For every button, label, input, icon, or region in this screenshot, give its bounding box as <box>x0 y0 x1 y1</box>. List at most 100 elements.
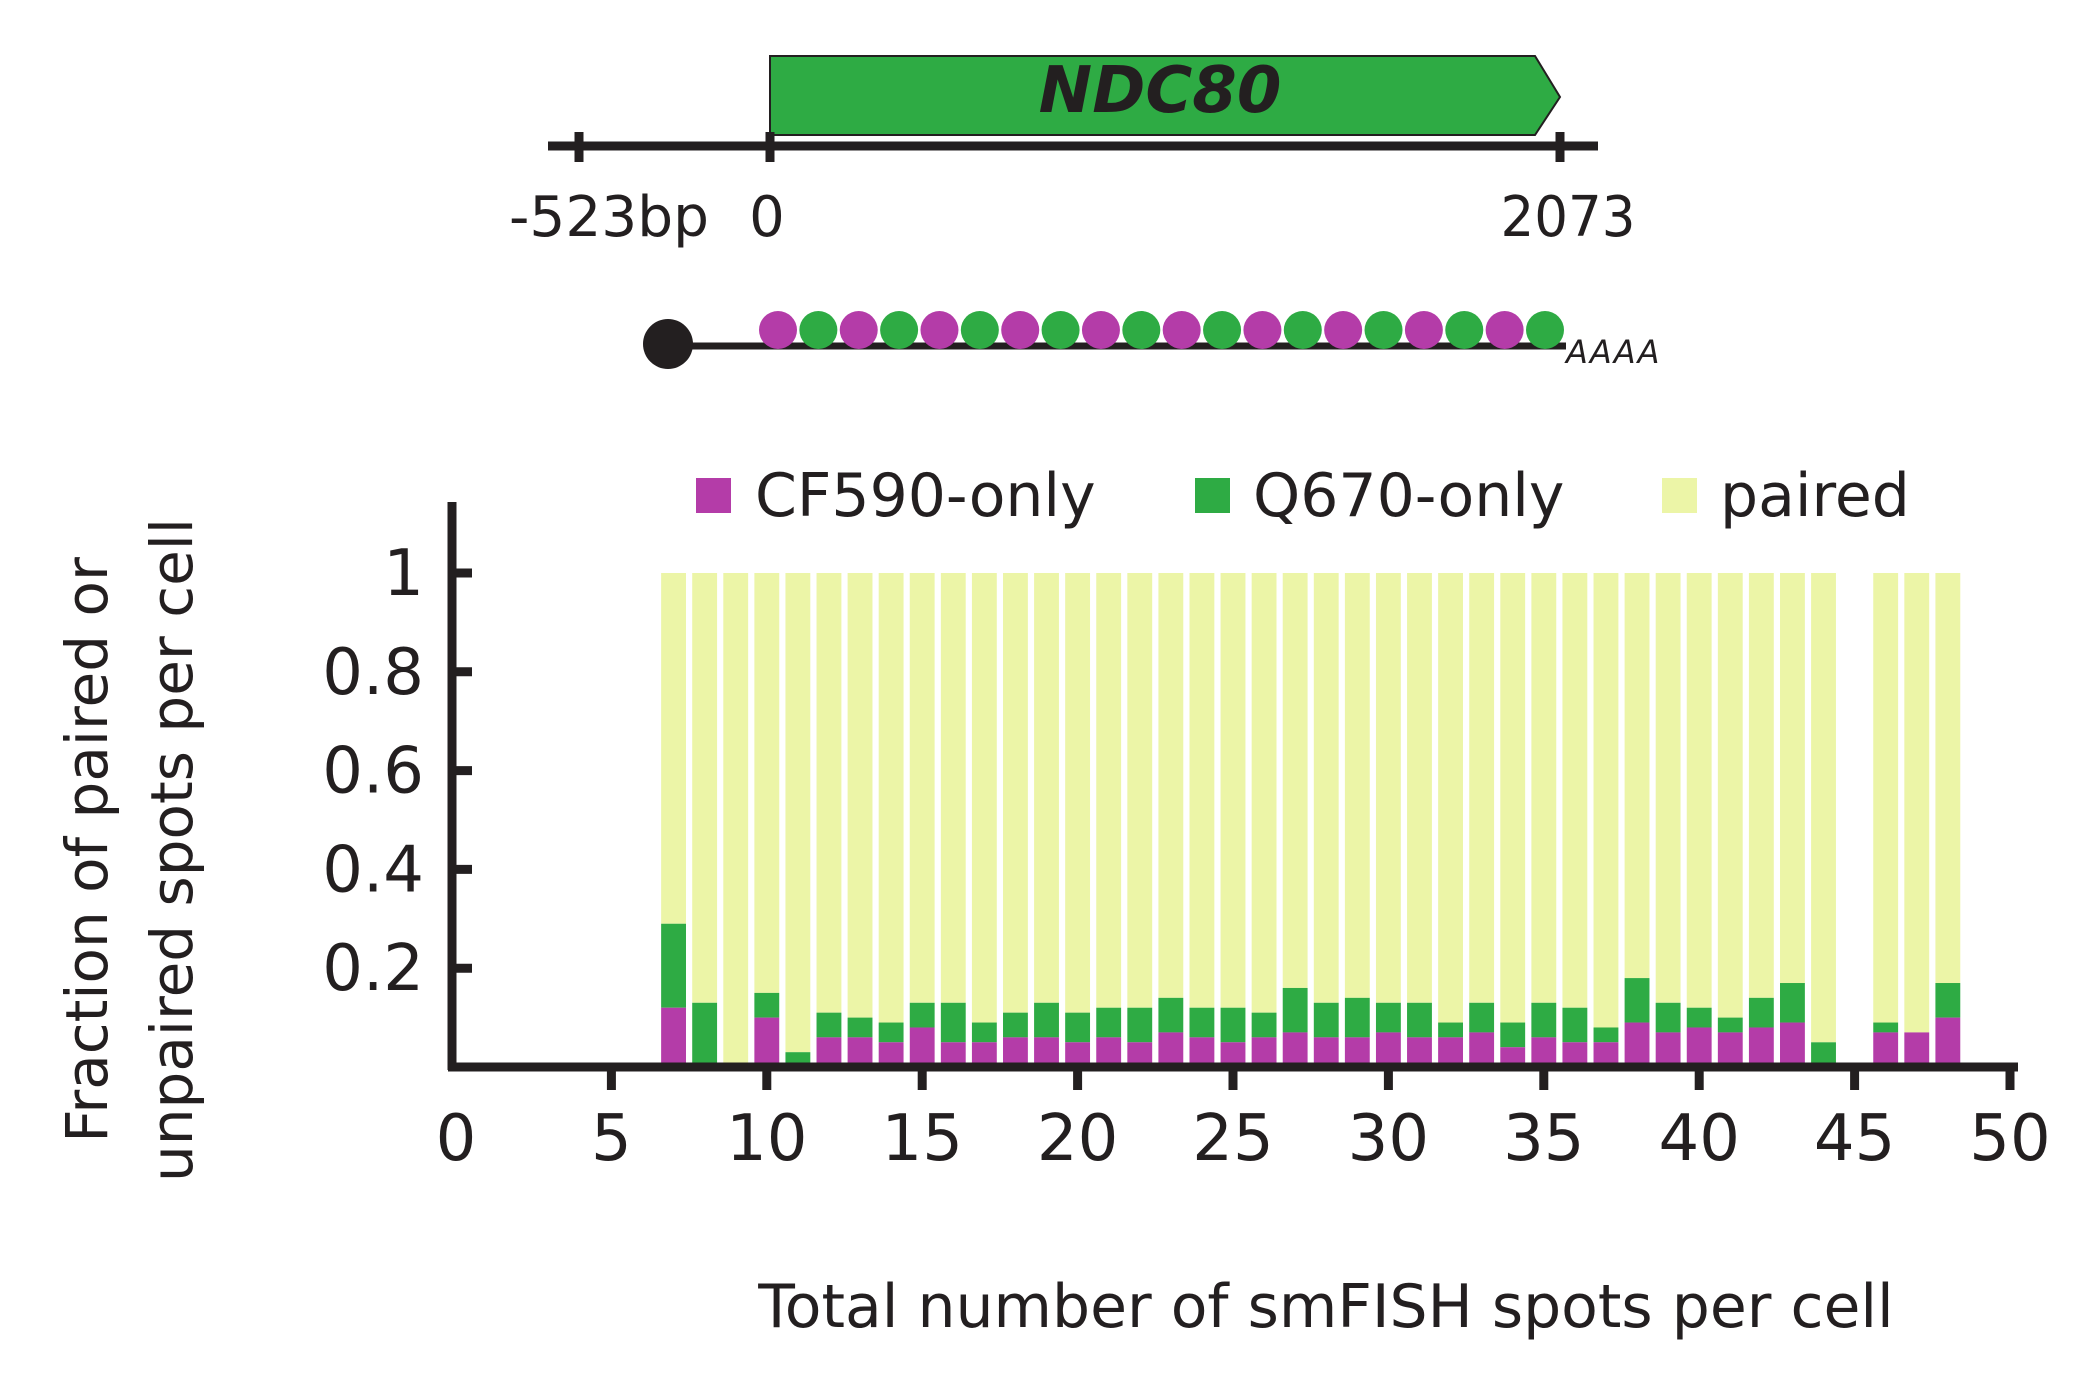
x-axis-label: Total number of smFISH spots per cell <box>757 1272 1893 1342</box>
bar-cf590-only <box>1407 1037 1432 1067</box>
bar-q670-only <box>816 1012 842 1038</box>
x-tick-label: 5 <box>591 1102 632 1176</box>
bar-paired <box>1096 573 1122 1008</box>
bar-cf590-only <box>1003 1037 1028 1067</box>
bar-q670-only <box>1158 997 1184 1033</box>
bar-cf590-only <box>1904 1032 1930 1067</box>
bar-q670-only <box>692 1002 718 1067</box>
bar-q670-only <box>1780 983 1805 1023</box>
legend-swatch-cf590 <box>696 478 731 513</box>
probe-dot <box>839 311 878 349</box>
bar-paired <box>1158 573 1184 998</box>
probe-dot <box>1162 311 1201 349</box>
x-tick-label: 50 <box>1969 1102 2050 1176</box>
bar-q670-only <box>1562 1007 1588 1043</box>
probe-dot <box>880 311 919 349</box>
bar-q670-only <box>878 1022 904 1043</box>
y-tick-label: 0.8 <box>322 636 424 710</box>
probe-dot <box>1243 311 1282 349</box>
bar-q670-only <box>1003 1012 1028 1038</box>
x-tick-label: 20 <box>1037 1102 1118 1176</box>
bar-q670-only <box>1655 1002 1681 1033</box>
bar-paired <box>1686 573 1712 1008</box>
bar-q670-only <box>971 1022 997 1043</box>
bar-q670-only <box>1251 1012 1277 1038</box>
bar-q670-only <box>1500 1022 1526 1048</box>
legend: CF590-only Q670-only paired <box>696 461 1910 531</box>
probe-dot <box>1485 311 1524 349</box>
bar-paired <box>1438 573 1463 1023</box>
bar-cf590-only <box>1158 1032 1184 1067</box>
bar-paired <box>909 573 935 1003</box>
x-axis-ticks: 0 5 10 15 20 25 30 35 40 45 50 <box>436 1067 2051 1176</box>
bar-paired <box>1873 573 1899 1023</box>
bar-paired <box>1562 573 1588 1008</box>
bar-paired <box>847 573 873 1018</box>
bar-q670-only <box>1282 987 1308 1033</box>
bar-paired <box>1251 573 1277 1013</box>
probe-dot <box>960 311 999 349</box>
bar-cf590-only <box>909 1027 935 1067</box>
mrna-cap <box>643 319 693 369</box>
bar-paired <box>1780 573 1805 984</box>
bar-paired <box>1748 573 1774 998</box>
probe-dot <box>1081 311 1120 349</box>
x-tick-label: 40 <box>1658 1102 1739 1176</box>
y-tick-label: 0.4 <box>322 833 424 907</box>
bar-paired <box>878 573 904 1023</box>
legend-swatch-q670 <box>1195 478 1230 513</box>
bar-cf590-only <box>1313 1037 1339 1067</box>
bar-cf590-only <box>1624 1022 1650 1067</box>
bar-series <box>661 573 1961 1067</box>
bar-paired <box>816 573 842 1013</box>
position-label-start: -523bp <box>509 185 709 250</box>
bar-q670-only <box>1469 1002 1495 1033</box>
bar-q670-only <box>1065 1012 1091 1043</box>
bar-paired <box>1655 573 1681 1003</box>
position-label-zero: 0 <box>749 185 785 250</box>
bar-paired <box>1065 573 1091 1013</box>
bar-q670-only <box>1127 1007 1153 1043</box>
bar-paired <box>1313 573 1339 1003</box>
bar-cf590-only <box>1034 1037 1059 1067</box>
bar-q670-only <box>1593 1027 1619 1043</box>
legend-label-q670: Q670-only <box>1253 461 1564 531</box>
bar-paired <box>1344 573 1370 998</box>
bar-cf590-only <box>1251 1037 1277 1067</box>
polya-tail-label: AAAA <box>1564 333 1662 371</box>
bar-q670-only <box>1717 1017 1743 1033</box>
bar-cf590-only <box>1096 1037 1122 1067</box>
bar-q670-only <box>1375 1002 1401 1033</box>
bar-paired <box>1189 573 1215 1008</box>
probe-dot <box>1122 311 1161 349</box>
bar-cf590-only <box>1500 1047 1526 1067</box>
legend-label-paired: paired <box>1720 461 1910 531</box>
bar-cf590-only <box>1717 1032 1743 1067</box>
bar-paired <box>1624 573 1650 979</box>
bar-cf590-only <box>1282 1032 1308 1067</box>
probe-dot <box>1526 311 1564 349</box>
position-label-end: 2073 <box>1501 185 1636 250</box>
bar-q670-only <box>1686 1007 1712 1028</box>
bar-cf590-only <box>1748 1027 1774 1067</box>
bar-paired <box>1500 573 1526 1023</box>
bar-paired <box>971 573 997 1023</box>
bar-cf590-only <box>847 1037 873 1067</box>
bar-q670-only <box>1935 983 1961 1018</box>
probe-dot <box>1404 311 1443 349</box>
bar-cf590-only <box>1873 1032 1899 1067</box>
bar-paired <box>1469 573 1495 1003</box>
bar-q670-only <box>1438 1022 1463 1038</box>
bar-cf590-only <box>1655 1032 1681 1067</box>
probe-dot <box>1364 311 1403 349</box>
probe-dot <box>1203 311 1242 349</box>
probe-dot <box>1041 311 1080 349</box>
bar-cf590-only <box>1375 1032 1401 1067</box>
gene-name-label: NDC80 <box>1039 54 1282 128</box>
bar-q670-only <box>1873 1022 1899 1033</box>
bar-cf590-only <box>1686 1027 1712 1067</box>
bar-q670-only <box>1344 997 1370 1038</box>
y-axis-label-line1: Fraction of paired or <box>53 557 121 1143</box>
bar-q670-only <box>847 1017 873 1038</box>
bar-q670-only <box>940 1002 966 1043</box>
